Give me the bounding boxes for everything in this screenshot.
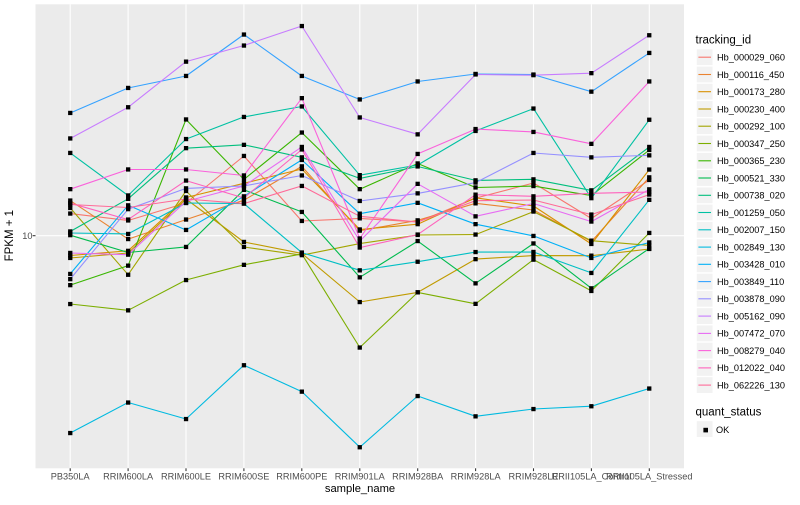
svg-text:RRIM600SE: RRIM600SE xyxy=(218,472,269,482)
svg-text:Hb_000365_230: Hb_000365_230 xyxy=(717,156,785,166)
svg-text:Hb_000521_330: Hb_000521_330 xyxy=(717,173,785,183)
svg-text:Hb_062226_130: Hb_062226_130 xyxy=(717,380,785,390)
svg-text:RRII105LA_Control: RRII105LA_Control xyxy=(552,472,632,482)
svg-text:FPKM + 1: FPKM + 1 xyxy=(4,210,16,261)
svg-text:RRIM600PE: RRIM600PE xyxy=(276,472,327,482)
svg-text:Hb_001259_050: Hb_001259_050 xyxy=(717,208,785,218)
svg-text:RRII105LA_Stressed: RRII105LA_Stressed xyxy=(606,472,692,482)
svg-text:Hb_008279_040: Hb_008279_040 xyxy=(717,346,785,356)
svg-text:RRIM928LE: RRIM928LE xyxy=(508,472,558,482)
svg-text:Hb_003878_090: Hb_003878_090 xyxy=(717,294,785,304)
svg-text:Hb_000738_020: Hb_000738_020 xyxy=(717,191,785,201)
svg-text:tracking_id: tracking_id xyxy=(696,35,752,47)
svg-text:Hb_000347_250: Hb_000347_250 xyxy=(717,139,785,149)
svg-text:Hb_003849_110: Hb_003849_110 xyxy=(717,277,784,287)
svg-text:Hb_005162_090: Hb_005162_090 xyxy=(717,311,785,321)
svg-text:Hb_000292_100: Hb_000292_100 xyxy=(717,122,785,132)
svg-text:OK: OK xyxy=(716,425,730,435)
svg-text:RRIM901LA: RRIM901LA xyxy=(335,472,386,482)
svg-text:PB350LA: PB350LA xyxy=(51,472,91,482)
svg-text:Hb_003428_010: Hb_003428_010 xyxy=(717,260,785,270)
svg-text:sample_name: sample_name xyxy=(325,483,395,495)
svg-text:Hb_007472_070: Hb_007472_070 xyxy=(717,329,785,339)
svg-text:Hb_002849_130: Hb_002849_130 xyxy=(717,242,785,252)
svg-text:RRIM928BA: RRIM928BA xyxy=(392,472,444,482)
svg-text:Hb_000116_450: Hb_000116_450 xyxy=(717,70,784,80)
svg-text:10: 10 xyxy=(22,231,32,241)
svg-text:Hb_000230_400: Hb_000230_400 xyxy=(717,104,785,114)
svg-text:Hb_000173_280: Hb_000173_280 xyxy=(717,87,785,97)
svg-text:RRIM600LA: RRIM600LA xyxy=(103,472,154,482)
svg-text:quant_status: quant_status xyxy=(696,406,762,418)
svg-text:Hb_002007_150: Hb_002007_150 xyxy=(717,225,785,235)
svg-text:RRIM600LE: RRIM600LE xyxy=(161,472,211,482)
svg-text:Hb_000029_060: Hb_000029_060 xyxy=(717,53,785,63)
svg-text:Hb_012022_040: Hb_012022_040 xyxy=(717,363,785,373)
svg-text:RRIM928LA: RRIM928LA xyxy=(451,472,502,482)
